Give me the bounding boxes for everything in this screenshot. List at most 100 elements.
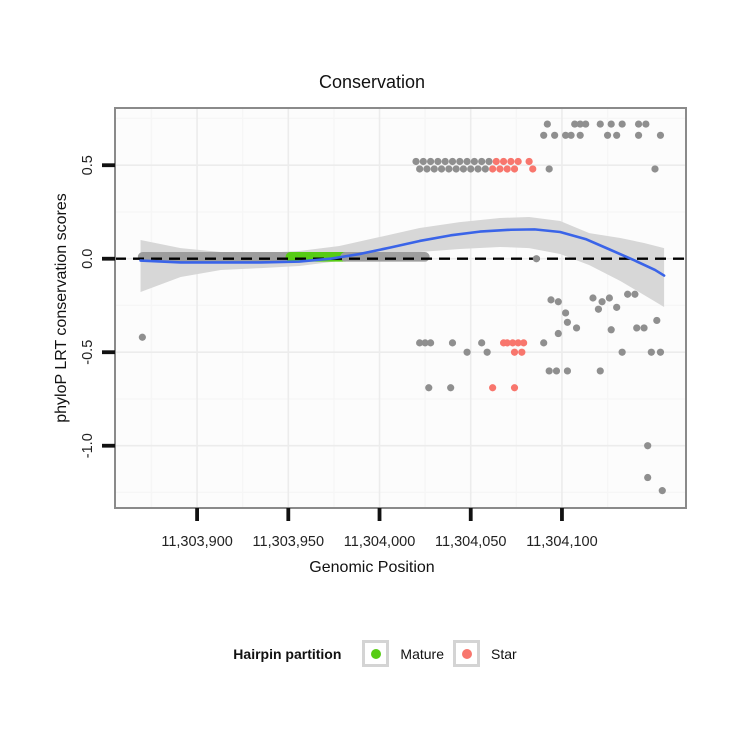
- data-point: [467, 165, 475, 173]
- x-tick-label: 11,303,900: [161, 534, 233, 550]
- data-point: [492, 157, 500, 166]
- data-point: [547, 296, 555, 304]
- data-point: [448, 157, 457, 166]
- x-tick-label: 11,304,050: [435, 534, 507, 550]
- data-point: [485, 157, 493, 166]
- x-tick: [560, 508, 564, 521]
- data-point: [416, 339, 424, 347]
- data-point: [520, 339, 528, 347]
- y-tick-label: -0.5: [80, 340, 96, 365]
- y-tick: [102, 350, 115, 355]
- data-point: [425, 384, 433, 392]
- panel-border: [114, 107, 687, 509]
- legend: Hairpin partition Mature Star: [0, 640, 750, 667]
- data-point: [554, 298, 562, 306]
- data-point: [640, 324, 648, 332]
- data-point: [653, 316, 661, 325]
- data-point: [529, 165, 537, 173]
- data-point: [571, 120, 579, 128]
- data-point: [644, 473, 652, 482]
- data-point: [634, 131, 643, 139]
- data-point: [561, 131, 570, 139]
- data-point: [470, 157, 478, 166]
- data-point: [642, 120, 650, 128]
- data-point: [631, 290, 639, 298]
- x-axis-title: Genomic Position: [309, 559, 435, 576]
- data-point: [543, 120, 551, 128]
- zero-run-other: [340, 252, 430, 262]
- data-point: [545, 367, 553, 375]
- y-tick-label: 0.5: [80, 155, 96, 175]
- x-tick: [468, 508, 473, 521]
- data-point: [510, 348, 519, 356]
- data-point: [463, 348, 471, 356]
- y-tick: [102, 256, 115, 261]
- data-point: [489, 165, 497, 173]
- data-point: [481, 165, 489, 173]
- data-point: [499, 157, 508, 166]
- data-point: [514, 157, 522, 166]
- legend-key-star: [453, 640, 480, 667]
- data-point: [563, 367, 572, 375]
- data-point: [545, 165, 553, 173]
- data-point: [437, 165, 446, 173]
- data-point: [427, 157, 435, 166]
- data-point: [607, 120, 615, 128]
- x-tick-label: 11,304,100: [526, 534, 598, 550]
- data-point: [525, 157, 533, 166]
- data-point: [489, 384, 497, 392]
- data-point: [514, 339, 522, 347]
- x-tick: [195, 508, 199, 521]
- x-tick-label: 11,303,950: [253, 534, 325, 550]
- x-tick: [377, 508, 382, 521]
- legend-label-mature: Mature: [400, 645, 444, 662]
- data-point: [412, 157, 420, 166]
- data-point: [613, 303, 621, 311]
- data-point: [463, 157, 471, 166]
- y-tick-label: -1.0: [80, 433, 96, 458]
- data-point: [452, 165, 460, 173]
- data-point: [634, 120, 643, 128]
- data-point: [596, 367, 604, 375]
- data-point: [138, 333, 146, 341]
- legend-label-star: Star: [491, 645, 517, 662]
- mature-dot-icon: [370, 648, 381, 659]
- star-dot-icon: [461, 648, 472, 659]
- data-point: [427, 339, 435, 347]
- data-point: [576, 131, 584, 139]
- data-point: [478, 157, 486, 166]
- data-point: [510, 384, 519, 392]
- data-point: [447, 384, 455, 392]
- data-point: [618, 348, 626, 356]
- data-point: [518, 348, 526, 356]
- data-point: [474, 165, 482, 173]
- data-point: [507, 157, 515, 166]
- data-point: [459, 165, 468, 173]
- data-point: [576, 120, 584, 128]
- data-point: [651, 165, 659, 173]
- data-point: [496, 165, 504, 173]
- data-point: [624, 290, 632, 298]
- chart-title: Conservation: [318, 72, 426, 92]
- data-point: [540, 339, 548, 347]
- data-point: [633, 324, 641, 332]
- y-axis-title: phyloP LRT conservation scores: [53, 193, 70, 423]
- data-point: [551, 131, 559, 139]
- legend-key-mature: [362, 640, 390, 667]
- data-point: [448, 339, 457, 347]
- plot-panel: [115, 108, 686, 508]
- x-tick: [286, 508, 291, 521]
- data-point: [503, 339, 511, 347]
- data-point: [540, 131, 548, 139]
- data-point: [421, 339, 429, 347]
- data-point: [441, 157, 449, 166]
- data-point: [589, 294, 597, 302]
- data-point: [430, 165, 438, 173]
- data-point: [644, 442, 652, 450]
- data-point: [582, 120, 590, 128]
- data-point: [613, 131, 621, 139]
- ci-ribbon: [140, 217, 665, 307]
- data-point: [416, 165, 424, 173]
- data-point: [509, 339, 517, 347]
- data-point: [503, 165, 511, 173]
